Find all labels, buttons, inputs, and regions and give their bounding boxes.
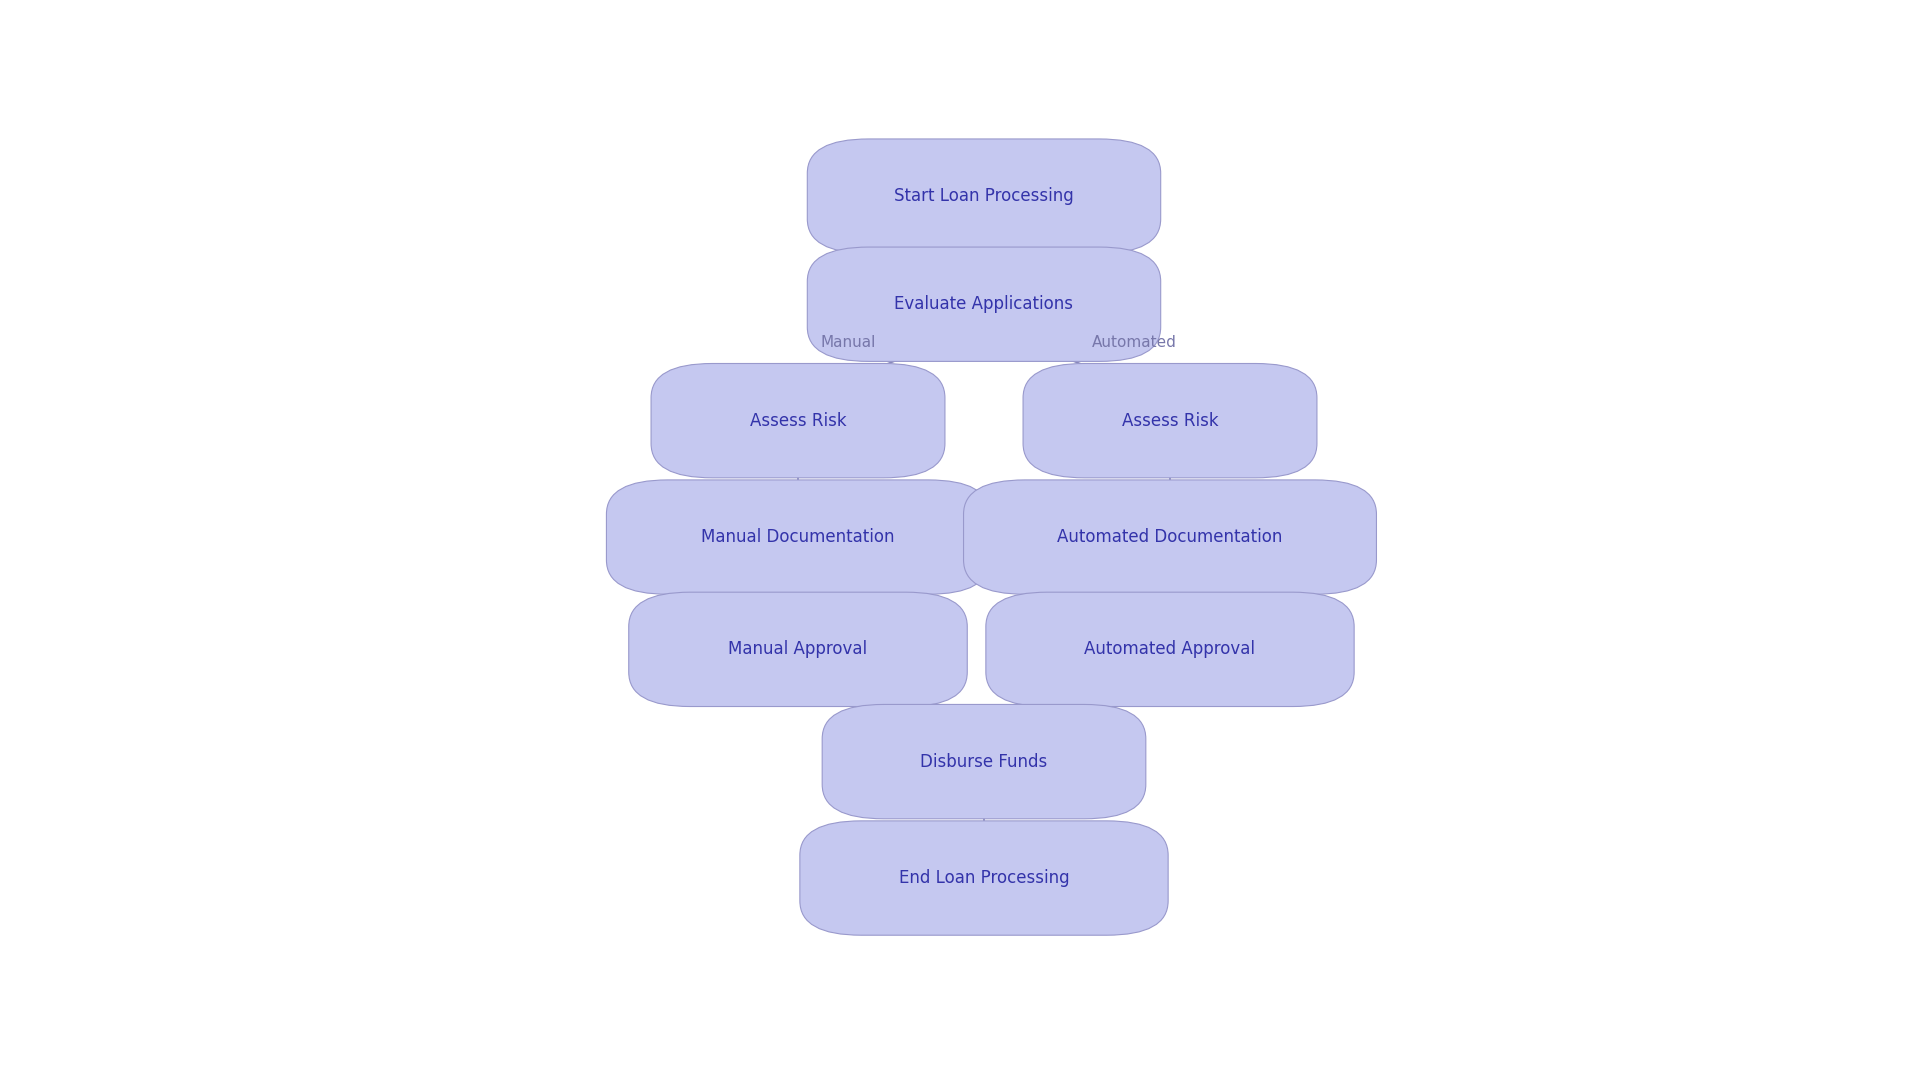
FancyBboxPatch shape bbox=[651, 364, 945, 477]
Text: Assess Risk: Assess Risk bbox=[749, 411, 847, 430]
FancyBboxPatch shape bbox=[806, 139, 1162, 254]
FancyBboxPatch shape bbox=[607, 480, 989, 594]
Text: Manual: Manual bbox=[820, 335, 876, 350]
Text: Automated Approval: Automated Approval bbox=[1085, 640, 1256, 659]
FancyBboxPatch shape bbox=[628, 592, 968, 706]
FancyBboxPatch shape bbox=[806, 247, 1162, 362]
FancyBboxPatch shape bbox=[964, 480, 1377, 594]
Text: Manual Approval: Manual Approval bbox=[728, 640, 868, 659]
Text: End Loan Processing: End Loan Processing bbox=[899, 869, 1069, 887]
FancyBboxPatch shape bbox=[822, 704, 1146, 819]
Text: Automated: Automated bbox=[1092, 335, 1177, 350]
Text: Manual Documentation: Manual Documentation bbox=[701, 528, 895, 546]
FancyBboxPatch shape bbox=[801, 821, 1167, 935]
Text: Assess Risk: Assess Risk bbox=[1121, 411, 1219, 430]
Text: Start Loan Processing: Start Loan Processing bbox=[895, 187, 1073, 205]
FancyBboxPatch shape bbox=[1023, 364, 1317, 477]
Text: Automated Documentation: Automated Documentation bbox=[1058, 528, 1283, 546]
FancyBboxPatch shape bbox=[985, 592, 1354, 706]
Text: Disburse Funds: Disburse Funds bbox=[920, 753, 1048, 771]
Text: Evaluate Applications: Evaluate Applications bbox=[895, 295, 1073, 313]
